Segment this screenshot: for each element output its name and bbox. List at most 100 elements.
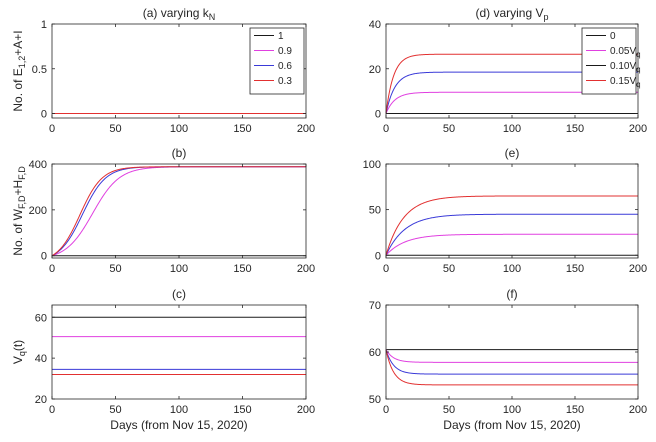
x-tick-label: 200: [629, 123, 647, 135]
text-span: q: [636, 80, 640, 89]
text-span: 50: [443, 263, 455, 275]
text-span: (t): [11, 340, 25, 351]
text-span: 150: [566, 263, 584, 275]
text-span: 100: [170, 123, 188, 135]
y-tick-label: 0: [41, 109, 47, 121]
y-tick-label: 50: [369, 205, 381, 217]
legend-label: 0.9: [278, 46, 292, 57]
y-tick-label: 0.5: [32, 64, 47, 76]
legend-label: 1: [278, 31, 284, 42]
text-span: 0: [610, 31, 616, 42]
text-span: 100: [503, 404, 521, 416]
y-axis-label: Vq(t): [11, 340, 27, 364]
text-span: N: [209, 12, 216, 22]
text-span: (a) varying k: [143, 6, 210, 20]
text-span: 150: [233, 263, 251, 275]
series-line-3: [385, 349, 638, 386]
text-span: 0: [383, 263, 389, 275]
x-tick-label: 200: [629, 404, 647, 416]
text-span: 40: [369, 19, 381, 31]
text-span: q: [636, 50, 640, 59]
text-span: 1,2: [17, 56, 27, 69]
text-span: 0.05V: [610, 46, 636, 57]
legend-label: 0.15Vq: [610, 76, 641, 89]
text-span: (b): [172, 146, 187, 160]
plot-area: [386, 164, 638, 258]
text-span: 200: [629, 404, 647, 416]
legend-label: 0.10Vq: [610, 61, 641, 74]
text-span: 0: [375, 250, 381, 262]
text-span: q: [17, 351, 27, 356]
legend-label: 0.05Vq: [610, 46, 641, 59]
x-tick-label: 150: [233, 263, 251, 275]
x-axis-label: Days (from Nov 15, 2020): [110, 418, 247, 432]
x-tick-label: 50: [443, 263, 455, 275]
text-span: 1: [41, 19, 47, 31]
text-span: 0: [383, 123, 389, 135]
text-span: 0: [49, 123, 55, 135]
text-span: 20: [369, 64, 381, 76]
chart-panel-3: 0 50 100 150 200 0 50 100 (e): [363, 146, 648, 275]
chart-title: (c): [172, 287, 186, 301]
x-tick-label: 150: [566, 123, 584, 135]
text-span: 0: [383, 404, 389, 416]
chart-title: (e): [505, 146, 520, 160]
x-tick-label: 50: [109, 404, 121, 416]
text-span: 20: [35, 394, 47, 406]
x-tick-label: 150: [566, 404, 584, 416]
y-tick-label: 0: [41, 251, 47, 263]
x-tick-label: 100: [170, 123, 188, 135]
x-tick-label: 0: [383, 263, 389, 275]
text-span: 200: [629, 263, 647, 275]
text-span: 150: [566, 404, 584, 416]
x-tick-label: 100: [503, 404, 521, 416]
y-tick-label: 20: [369, 64, 381, 76]
series-line-3: [385, 195, 638, 256]
text-span: 0: [49, 263, 55, 275]
text-span: 50: [443, 404, 455, 416]
text-span: No. of W: [11, 208, 25, 255]
plot-area: [52, 164, 306, 258]
text-span: q: [636, 65, 640, 74]
text-span: 150: [566, 123, 584, 135]
text-span: 0.15V: [610, 76, 636, 87]
x-tick-label: 50: [443, 404, 455, 416]
text-span: +A+I: [11, 30, 25, 55]
text-span: 200: [297, 263, 315, 275]
text-span: 0.10V: [610, 61, 636, 72]
text-span: 100: [170, 263, 188, 275]
chart-title: (d) varying Vp: [475, 6, 548, 22]
y-tick-label: 1: [41, 19, 47, 31]
text-span: 150: [233, 123, 251, 135]
text-span: 100: [503, 123, 521, 135]
x-tick-label: 0: [49, 263, 55, 275]
y-tick-label: 0: [375, 250, 381, 262]
text-span: 100: [503, 263, 521, 275]
series-line-1: [385, 349, 638, 363]
text-span: 0: [41, 251, 47, 263]
text-span: 0.3: [278, 76, 292, 87]
text-span: 70: [369, 300, 381, 312]
series-group: [385, 349, 638, 386]
text-span: 60: [369, 347, 381, 359]
text-span: 40: [35, 353, 47, 365]
chart-panel-4: 0 50 100 150 200 20 40 60 (c) Vq(t) Days (from Nov…: [11, 287, 315, 432]
y-tick-label: 40: [35, 353, 47, 365]
y-tick-label: 60: [35, 312, 47, 324]
text-span: 100: [170, 404, 188, 416]
text-span: 50: [109, 263, 121, 275]
plot-area: [52, 305, 306, 399]
text-span: 200: [297, 123, 315, 135]
y-axis-label: No. of E1,2+A+I: [11, 30, 27, 111]
legend-label: 0.6: [278, 61, 292, 72]
y-tick-label: 0: [375, 109, 381, 121]
x-tick-label: 150: [233, 404, 251, 416]
text-span: 0: [49, 404, 55, 416]
text-span: V: [11, 356, 25, 364]
legend-label: 0: [610, 31, 616, 42]
text-span: 1: [278, 31, 284, 42]
